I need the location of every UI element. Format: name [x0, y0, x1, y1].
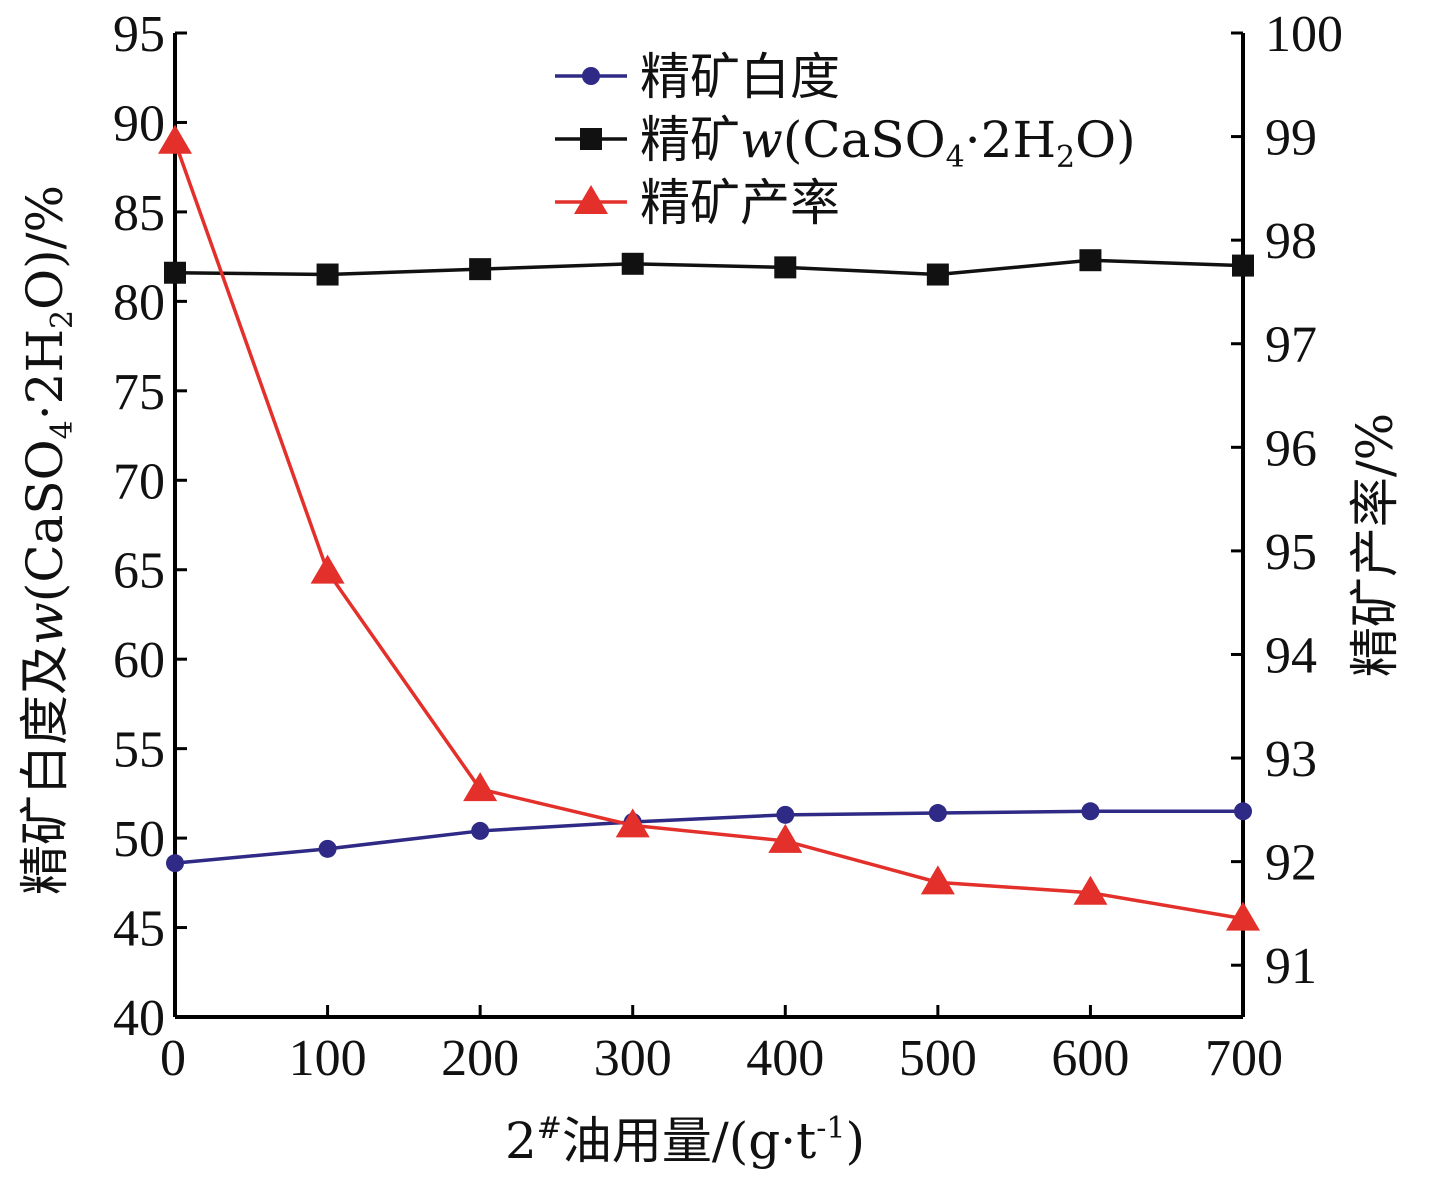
y-left-title-part: (CaSO [16, 439, 74, 602]
data-point [469, 258, 491, 280]
axis-titles: 2#油用量/(g·t-1)精矿白度及w(CaSO4·2H2O)/%精矿产率/% [16, 185, 1404, 1170]
legend-text-part: 2 [1056, 140, 1075, 175]
x-title-part: 2 [505, 1112, 537, 1170]
y-right-tick-label: 95 [1265, 524, 1317, 581]
data-point [311, 555, 345, 584]
x-tick-label: 100 [289, 1030, 367, 1087]
y-right-tick-label: 96 [1265, 420, 1317, 477]
legend-marker [580, 128, 602, 150]
y-left-tick-label: 45 [113, 901, 165, 958]
x-title-part: ) [846, 1112, 866, 1170]
legend-text-part: ·2H [965, 111, 1056, 169]
y-left-tick-label: 65 [113, 543, 165, 600]
y-left-tick-label: 60 [113, 632, 165, 689]
y-right-axis-title: 精矿产率/% [1346, 413, 1404, 677]
y-left-tick-label: 90 [113, 95, 165, 152]
data-point [1232, 255, 1254, 277]
data-point [166, 854, 184, 872]
data-point [1234, 802, 1252, 820]
data-point [1079, 249, 1101, 271]
y-right-tick-label: 94 [1265, 627, 1317, 684]
x-tick-label: 300 [594, 1030, 672, 1087]
y-right-tick-label: 97 [1265, 317, 1317, 374]
y-left-tick-label: 70 [113, 453, 165, 510]
data-point [622, 253, 644, 275]
legend-text-part: (CaSO [783, 111, 946, 169]
series-1 [166, 802, 1252, 872]
data-point [471, 822, 489, 840]
y-left-tick-label: 55 [113, 722, 165, 779]
data-point [929, 804, 947, 822]
series-2 [164, 249, 1254, 285]
y-right-tick-label: 93 [1265, 731, 1317, 788]
y-right-tick-label: 99 [1265, 110, 1317, 167]
legend-text-part: w [740, 111, 783, 169]
legend-text-part: O) [1075, 111, 1136, 169]
legend-marker [574, 185, 608, 214]
y-left-tick-label: 50 [113, 811, 165, 868]
x-tick-label: 600 [1051, 1030, 1129, 1087]
legend-label: 精矿产率 [640, 174, 840, 232]
y-left-title-part: w [16, 602, 74, 645]
data-point [164, 262, 186, 284]
y-left-title-part: O)/% [16, 185, 74, 310]
y-left-tick-label: 75 [113, 364, 165, 421]
series-line [175, 811, 1243, 863]
y-left-title-part: ·2H [16, 329, 74, 420]
y-left-title-part: 4 [45, 420, 80, 439]
y-right-tick-label: 98 [1265, 213, 1317, 270]
legend-text-part: 精矿产率 [640, 174, 840, 232]
x-tick-label: 500 [899, 1030, 977, 1087]
legend-text-part: 精矿 [640, 111, 740, 169]
x-axis-title: 2#油用量/(g·t-1) [505, 1111, 865, 1170]
data-point [463, 772, 497, 801]
x-title-part: 油用量/(g·t [562, 1112, 816, 1170]
x-tick-label: 400 [746, 1030, 824, 1087]
series-layer [158, 125, 1260, 931]
legend-label: 精矿白度 [640, 48, 840, 106]
y-left-tick-label: 80 [113, 274, 165, 331]
x-tick-label: 700 [1205, 1030, 1283, 1087]
y-left-title-part: 2 [45, 310, 80, 329]
data-point [317, 264, 339, 286]
y-left-axis-title: 精矿白度及w(CaSO4·2H2O)/% [16, 185, 80, 895]
y-left-tick-label: 85 [113, 185, 165, 242]
data-point [774, 256, 796, 278]
y-left-title-part: 精矿白度及 [16, 645, 74, 895]
legend-label: 精矿w(CaSO4·2H2O) [640, 111, 1136, 175]
data-point [927, 264, 949, 286]
legend-marker [582, 67, 600, 85]
data-point [1081, 802, 1099, 820]
y-right-tick-label: 92 [1265, 835, 1317, 892]
x-tick-label: 0 [160, 1030, 186, 1087]
chart: 4045505560657075808590959192939495969798… [0, 0, 1441, 1181]
y-right-tick-label: 100 [1265, 6, 1343, 63]
data-point [776, 806, 794, 824]
legend-text-part: 精矿白度 [640, 48, 840, 106]
y-left-tick-label: 95 [113, 6, 165, 63]
x-title-part: -1 [816, 1111, 845, 1146]
legend-text-part: 4 [946, 140, 965, 175]
x-tick-label: 200 [441, 1030, 519, 1087]
x-title-part: # [537, 1111, 562, 1146]
y-left-tick-label: 40 [113, 990, 165, 1047]
y-right-tick-label: 91 [1265, 938, 1317, 995]
data-point [319, 840, 337, 858]
